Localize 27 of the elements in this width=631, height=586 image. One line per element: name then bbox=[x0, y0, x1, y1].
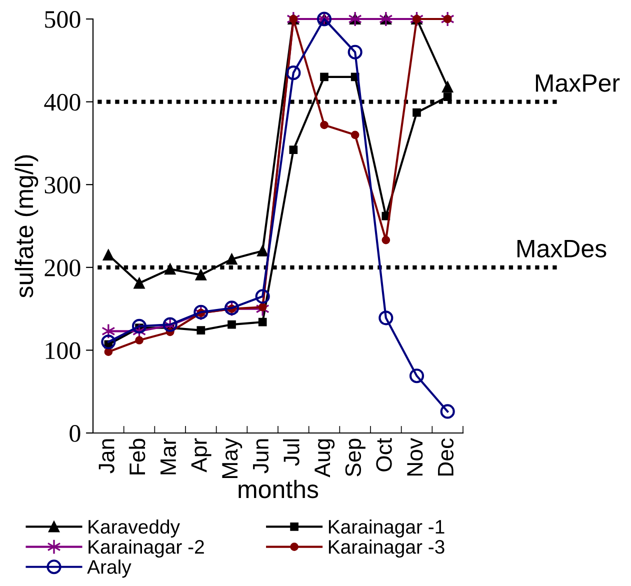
x-tick-label: Oct bbox=[376, 438, 392, 472]
x-tick-label: Aug bbox=[314, 439, 335, 478]
x-tick-label: Nov bbox=[407, 438, 423, 476]
x-tick-label: Dec bbox=[438, 438, 454, 476]
ref-line-label: MaxDes bbox=[517, 240, 606, 258]
x-tick-label: Mar bbox=[160, 438, 176, 474]
y-tick-label: 200 bbox=[44, 259, 80, 276]
x-tick-label: Jun bbox=[253, 439, 269, 474]
legend-label: Karainagar -2 bbox=[88, 540, 204, 558]
x-tick-label: Feb bbox=[128, 438, 146, 474]
y-tick-label: 300 bbox=[44, 176, 80, 194]
x-tick-label: Jan bbox=[98, 439, 114, 474]
legend-label: Araly bbox=[87, 560, 132, 578]
ref-line-label: MaxPer bbox=[536, 74, 620, 92]
x-tick-label: Apr bbox=[191, 438, 212, 472]
legend-label: Karainagar -3 bbox=[328, 540, 444, 558]
x-axis-title: months bbox=[238, 480, 318, 498]
x-tick-label: Sep bbox=[345, 438, 366, 476]
x-tick-label: Jul bbox=[283, 439, 300, 466]
y-axis-title: sulfate (mg/l) bbox=[14, 155, 38, 298]
y-tick-label: 400 bbox=[44, 94, 80, 111]
x-tick-label: May bbox=[222, 438, 242, 478]
legend-label: Karainagar -1 bbox=[328, 519, 444, 538]
y-tick-label: 0 bbox=[70, 425, 80, 442]
y-tick-label: 100 bbox=[46, 342, 80, 360]
legend-label: Karaveddy bbox=[88, 519, 180, 538]
y-tick-label: 500 bbox=[45, 11, 80, 28]
